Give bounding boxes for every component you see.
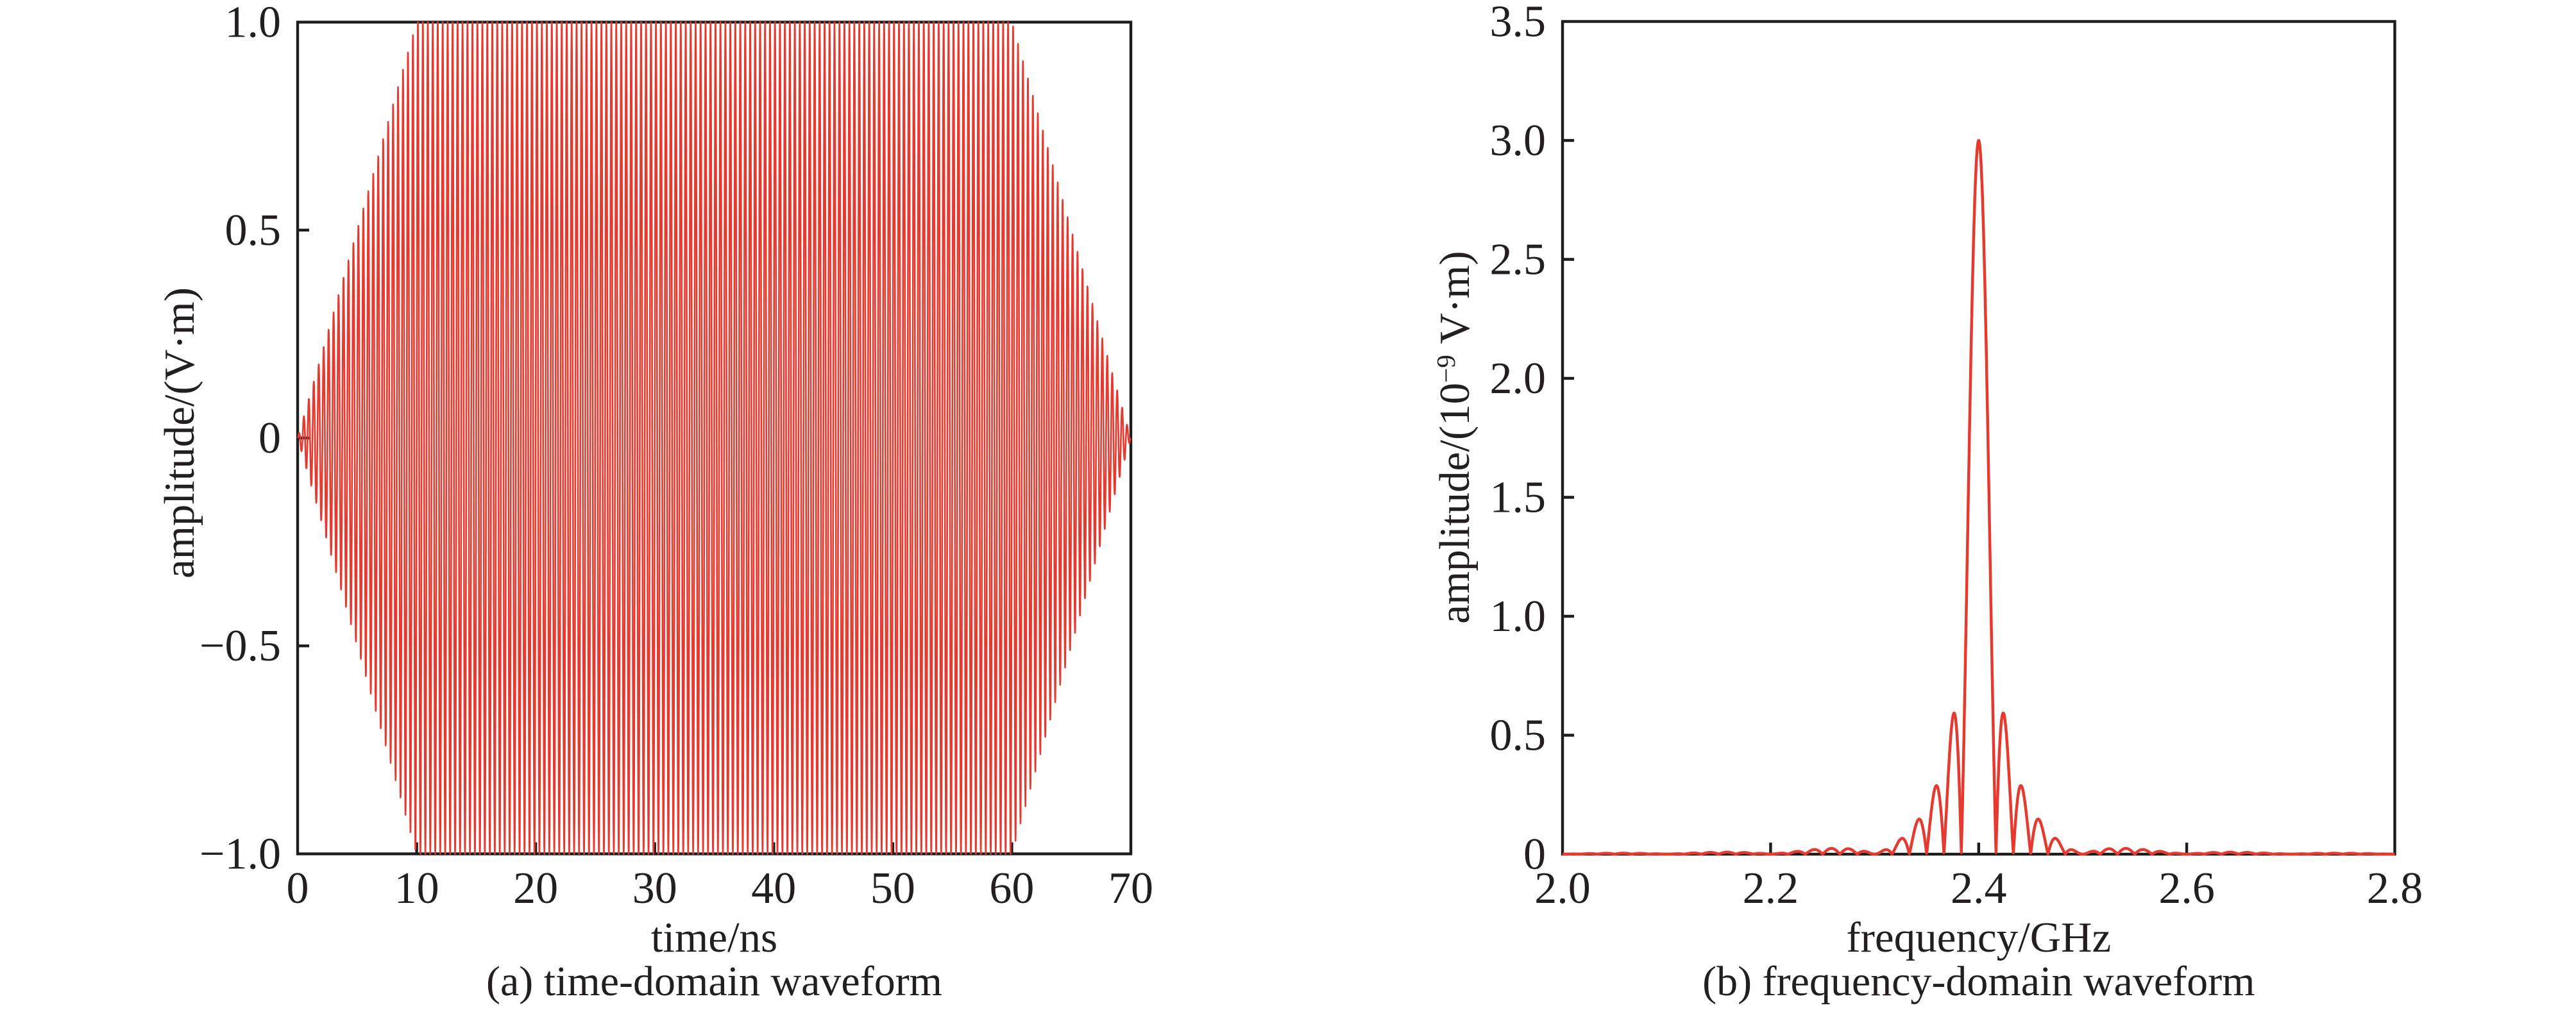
svg-text:2.2: 2.2: [1743, 864, 1799, 913]
svg-text:3.5: 3.5: [1490, 0, 1546, 47]
svg-text:1.0: 1.0: [1490, 592, 1546, 641]
svg-text:2.0: 2.0: [1534, 864, 1591, 913]
svg-text:50: 50: [870, 864, 915, 913]
svg-text:2.5: 2.5: [1490, 235, 1546, 285]
svg-text:20: 20: [513, 864, 558, 913]
svg-text:0: 0: [258, 414, 281, 463]
svg-text:time/ns: time/ns: [651, 914, 777, 961]
svg-text:2.6: 2.6: [2158, 864, 2215, 913]
svg-text:2.8: 2.8: [2367, 864, 2423, 913]
svg-text:30: 30: [632, 864, 677, 913]
svg-text:amplitude/(V·m): amplitude/(V·m): [156, 287, 203, 578]
svg-text:0: 0: [287, 864, 309, 913]
svg-text:−1.0: −1.0: [199, 830, 281, 879]
svg-text:2.4: 2.4: [1951, 864, 2007, 913]
svg-text:70: 70: [1108, 864, 1153, 913]
svg-text:(b) frequency-domain waveform: (b) frequency-domain waveform: [1702, 958, 2255, 1005]
svg-text:40: 40: [751, 864, 796, 913]
svg-text:(a) time-domain waveform: (a) time-domain waveform: [486, 958, 942, 1005]
svg-text:0: 0: [1523, 830, 1546, 879]
svg-text:−0.5: −0.5: [199, 621, 281, 671]
svg-text:2.0: 2.0: [1490, 354, 1546, 403]
svg-text:0.5: 0.5: [1490, 711, 1546, 761]
svg-text:frequency/GHz: frequency/GHz: [1846, 914, 2111, 961]
svg-text:3.0: 3.0: [1490, 116, 1546, 165]
svg-text:amplitude/(10−9 V·m): amplitude/(10−9 V·m): [1431, 251, 1479, 623]
svg-text:10: 10: [394, 864, 439, 913]
svg-text:60: 60: [989, 864, 1034, 913]
svg-text:1.5: 1.5: [1490, 473, 1546, 523]
svg-text:0.5: 0.5: [225, 206, 282, 255]
svg-text:1.0: 1.0: [225, 0, 282, 47]
